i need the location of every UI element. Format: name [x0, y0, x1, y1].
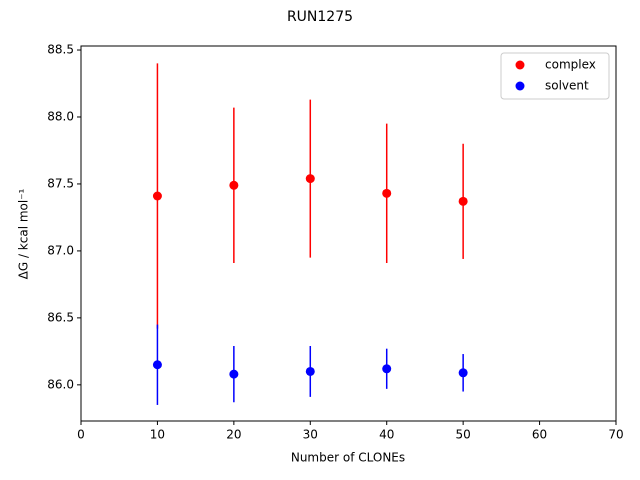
- y-tick-label: 86.0: [47, 377, 74, 391]
- x-tick-label: 70: [608, 428, 623, 442]
- point: [382, 188, 392, 198]
- point: [382, 364, 392, 374]
- y-tick-label: 88.0: [47, 109, 74, 123]
- chart-title: RUN1275: [287, 9, 353, 25]
- legend-label: complex: [545, 58, 596, 72]
- point: [305, 174, 315, 184]
- x-tick-label: 0: [77, 428, 85, 442]
- y-tick-label: 88.5: [47, 43, 74, 57]
- legend-marker: [515, 81, 525, 91]
- point: [458, 196, 468, 206]
- x-axis-label: Number of CLONEs: [291, 451, 405, 465]
- y-tick-label: 87.5: [47, 176, 74, 190]
- point: [305, 366, 315, 376]
- axes-frame: [80, 45, 617, 422]
- x-tick-label: 60: [532, 428, 547, 442]
- y-tick-label: 86.5: [47, 310, 74, 324]
- point: [458, 368, 468, 378]
- legend-box: [500, 52, 610, 100]
- x-tick-label: 20: [226, 428, 241, 442]
- x-tick-label: 40: [379, 428, 394, 442]
- x-tick-label: 10: [150, 428, 165, 442]
- point: [152, 191, 162, 201]
- point: [229, 180, 239, 190]
- point: [152, 360, 162, 370]
- legend-marker: [515, 60, 525, 70]
- y-tick-label: 87.0: [47, 243, 74, 257]
- legend-label: solvent: [545, 79, 589, 93]
- x-tick-label: 50: [456, 428, 471, 442]
- point: [229, 369, 239, 379]
- x-tick-label: 30: [303, 428, 318, 442]
- y-axis-label: ΔG / kcal mol⁻¹: [17, 188, 31, 279]
